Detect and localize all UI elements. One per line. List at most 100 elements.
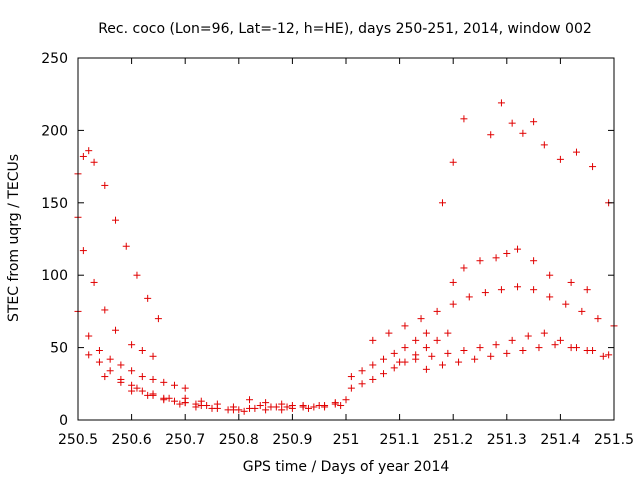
data-point [101, 373, 109, 381]
data-point [476, 257, 484, 265]
data-point [551, 341, 559, 349]
data-point [535, 344, 543, 352]
data-point [578, 307, 586, 315]
data-point [278, 400, 286, 408]
data-point [101, 181, 109, 189]
data-point [181, 394, 189, 402]
data-point [337, 402, 345, 410]
data-point [422, 344, 430, 352]
data-point [165, 394, 173, 402]
data-point [369, 336, 377, 344]
data-point [422, 365, 430, 373]
y-tick-label: 200 [41, 123, 68, 139]
y-tick-label: 50 [50, 341, 68, 357]
data-point [144, 391, 152, 399]
y-tick-label: 150 [41, 196, 68, 212]
data-point [122, 242, 130, 250]
data-point [181, 384, 189, 392]
data-point [90, 158, 98, 166]
data-point [149, 390, 157, 398]
data-point [530, 118, 538, 126]
data-point [460, 346, 468, 354]
data-point [433, 336, 441, 344]
x-tick-label: 251 [333, 432, 360, 448]
data-point [471, 355, 479, 363]
data-point [85, 147, 93, 155]
data-point [556, 336, 564, 344]
data-point [90, 278, 98, 286]
data-point [79, 247, 87, 255]
data-point [519, 346, 527, 354]
data-point [272, 403, 280, 411]
data-point [117, 361, 125, 369]
data-point [117, 378, 125, 386]
data-point [390, 364, 398, 372]
data-point [481, 289, 489, 297]
data-point [449, 278, 457, 286]
data-point [224, 406, 232, 414]
data-point [192, 403, 200, 411]
data-point [149, 375, 157, 383]
data-point [128, 367, 136, 375]
data-point [262, 399, 270, 407]
x-tick-label: 251.3 [487, 432, 527, 448]
data-point [128, 341, 136, 349]
data-point [556, 155, 564, 163]
data-point [422, 329, 430, 337]
data-point [412, 336, 420, 344]
data-point [197, 397, 205, 405]
data-point [599, 352, 607, 360]
data-point [95, 346, 103, 354]
data-point [572, 148, 580, 156]
data-point [396, 358, 404, 366]
data-point [514, 245, 522, 253]
data-point [170, 381, 178, 389]
y-tick-label: 100 [41, 268, 68, 284]
data-point [85, 332, 93, 340]
data-point [546, 293, 554, 301]
axes: 250.5 250.6 250.7 250.8 250.9 251 251.1 251.2 25… [41, 51, 634, 448]
data-point [583, 286, 591, 294]
data-point [347, 373, 355, 381]
data-point [503, 249, 511, 257]
data-point [476, 344, 484, 352]
data-point [455, 358, 463, 366]
data-point [492, 254, 500, 262]
x-axis-label: GPS time / Days of year 2014 [243, 459, 450, 475]
data-point [460, 264, 468, 272]
data-point [433, 307, 441, 315]
data-point [567, 344, 575, 352]
data-point [390, 349, 398, 357]
data-point [519, 129, 527, 137]
data-point [85, 351, 93, 359]
x-tick-label: 250.8 [219, 432, 259, 448]
data-point [112, 326, 120, 334]
data-point [342, 396, 350, 404]
data-point [508, 336, 516, 344]
data-point [154, 315, 162, 323]
data-point [95, 358, 103, 366]
x-tick-label: 251.5 [594, 432, 634, 448]
data-point [304, 404, 312, 412]
data-point [438, 199, 446, 207]
y-tick-label: 0 [59, 413, 68, 429]
data-point [385, 329, 393, 337]
data-point [449, 300, 457, 308]
data-point [444, 349, 452, 357]
data-point [310, 403, 318, 411]
x-tick-label: 250.5 [58, 432, 98, 448]
data-point [331, 399, 339, 407]
data-point [530, 286, 538, 294]
data-point [358, 367, 366, 375]
data-point [401, 344, 409, 352]
data-point [428, 352, 436, 360]
data-point [589, 163, 597, 171]
data-point [235, 406, 243, 414]
data-point [605, 351, 613, 359]
data-point [460, 115, 468, 123]
data-point [438, 361, 446, 369]
data-point [417, 315, 425, 323]
x-tick-label: 250.6 [112, 432, 152, 448]
data-point [562, 300, 570, 308]
